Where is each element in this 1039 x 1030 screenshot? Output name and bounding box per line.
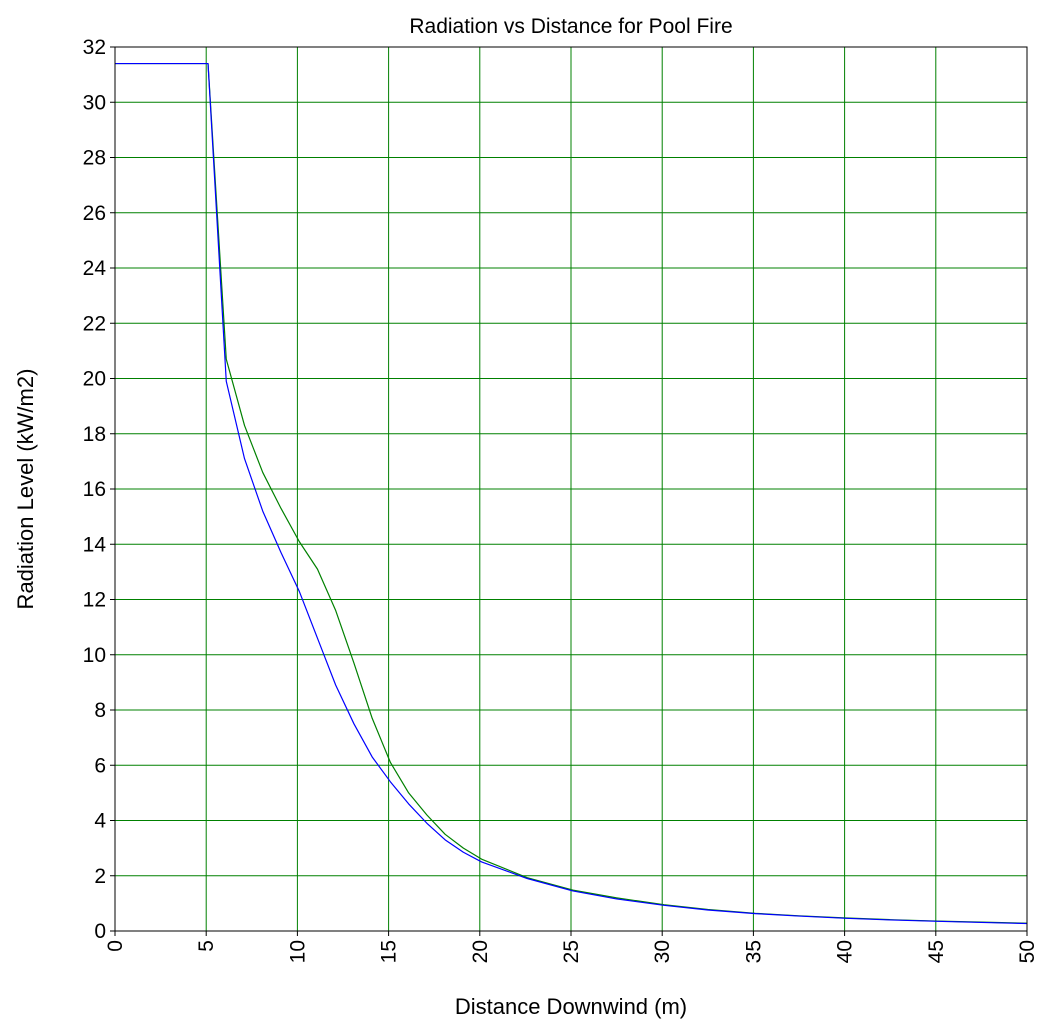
x-tick-label: 0 [104,940,127,952]
x-tick-label: 10 [286,940,309,963]
y-tick-label: 20 [83,368,106,391]
y-tick-label: 0 [94,920,106,943]
series-layer [115,62,1028,925]
x-tick-label: 5 [195,940,218,952]
series-line-2 [115,62,1028,925]
y-tick-label: 12 [83,589,106,612]
chart-title: Radiation vs Distance for Pool Fire [409,15,732,38]
y-tick-label: 32 [83,36,106,59]
y-axis-label: Radiation Level (kW/m2) [13,369,38,610]
y-tick-label: 4 [94,810,106,833]
x-tick-label: 25 [560,940,583,963]
y-tick-label: 28 [83,147,106,170]
y-tick-label: 6 [94,754,106,777]
y-tick-label: 26 [83,202,106,225]
axes: 0 5 10 15 20 25 30 35 40 45 5002468101214161820222… [83,36,1039,963]
x-tick-label: 15 [378,940,401,963]
x-tick-label: 35 [742,940,765,963]
x-tick-label: 20 [469,940,492,963]
x-axis-label: Distance Downwind (m) [455,994,687,1019]
y-tick-label: 18 [83,423,106,446]
y-tick-label: 24 [83,257,107,280]
y-tick-label: 22 [83,312,106,335]
y-tick-label: 14 [83,533,107,556]
x-tick-label: 40 [834,940,857,963]
y-tick-label: 8 [94,699,106,722]
y-tick-label: 16 [83,478,106,501]
y-tick-label: 30 [83,91,106,114]
y-tick-label: 10 [83,644,106,667]
x-tick-label: 50 [1016,940,1039,963]
x-tick-label: 45 [925,940,948,963]
y-tick-label: 2 [94,865,106,888]
x-tick-label: 30 [651,940,674,963]
